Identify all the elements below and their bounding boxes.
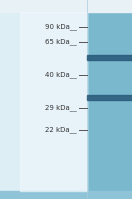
Text: 22 kDa__: 22 kDa__ [45,127,77,133]
Bar [0,0,87,199]
Text: 40 kDa__: 40 kDa__ [45,72,77,78]
Text: 90 kDa__: 90 kDa__ [45,24,77,30]
Bar [87,55,132,60]
Bar [0,191,132,199]
Bar [87,0,132,199]
Text: 29 kDa__: 29 kDa__ [45,105,77,111]
Bar [0,0,132,12]
Bar [20,12,87,191]
Bar [87,95,132,100]
Text: 65 kDa__: 65 kDa__ [45,39,77,45]
